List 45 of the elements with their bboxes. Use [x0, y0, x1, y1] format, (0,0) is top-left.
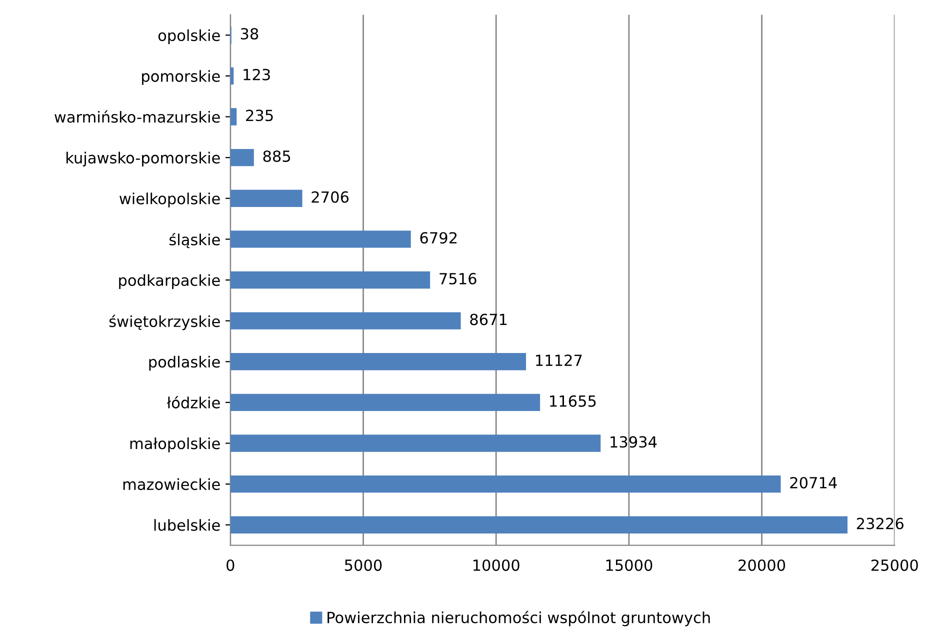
y-tick-label: lubelskie	[154, 519, 220, 531]
data-label: 885	[263, 150, 290, 162]
y-tick-label: kujawsko-pomorskie	[66, 152, 220, 167]
y-tick-label: mazowieckie	[123, 478, 220, 490]
y-tick-label: podkarpackie	[119, 274, 220, 289]
data-label: 6792	[420, 232, 457, 244]
y-tick-label: warmińsko-mazurskie	[54, 110, 220, 123]
data-label: 2706	[312, 191, 349, 203]
bar	[230, 434, 601, 452]
bar	[230, 475, 781, 493]
y-tick-label: opolskie	[158, 29, 220, 44]
data-label: 23226	[856, 518, 904, 530]
x-tick-label: 20000	[738, 559, 786, 571]
data-label: 11655	[550, 395, 596, 407]
data-label: 235	[246, 110, 273, 122]
bar	[230, 108, 237, 126]
legend-label: Powierzchnia nieruchomości wspólnot gruntowych	[328, 610, 710, 626]
bar	[230, 516, 848, 534]
y-tick-label: świętokrzyskie	[109, 314, 220, 330]
bar	[230, 394, 540, 412]
bar	[230, 271, 430, 289]
bar	[230, 230, 411, 248]
y-tick-label: podlaskie	[149, 356, 220, 371]
x-tick-label: 15000	[606, 559, 652, 571]
y-tick-label: śląskie	[169, 232, 220, 248]
data-label: 38	[240, 28, 258, 40]
bar	[230, 312, 461, 330]
y-tick-label: małopolskie	[130, 437, 220, 452]
x-tick-label: 10000	[473, 559, 520, 571]
bar	[230, 148, 254, 166]
bar	[230, 190, 302, 207]
data-label: 123	[244, 68, 270, 80]
x-tick-label: 25000	[871, 559, 918, 571]
data-label: 11127	[536, 354, 582, 366]
x-tick-label: 5000	[344, 559, 382, 571]
y-tick-label: wielkopolskie	[120, 192, 220, 208]
data-label: 13934	[610, 436, 657, 448]
data-label: 7516	[440, 272, 476, 284]
y-tick-label: pomorskie	[142, 70, 220, 85]
y-tick-label: łódzkie	[166, 396, 220, 408]
bar	[230, 353, 526, 370]
bar	[230, 67, 234, 85]
x-tick-label: 0	[226, 559, 234, 571]
data-label: 8671	[470, 314, 507, 326]
data-label: 20714	[790, 476, 837, 488]
